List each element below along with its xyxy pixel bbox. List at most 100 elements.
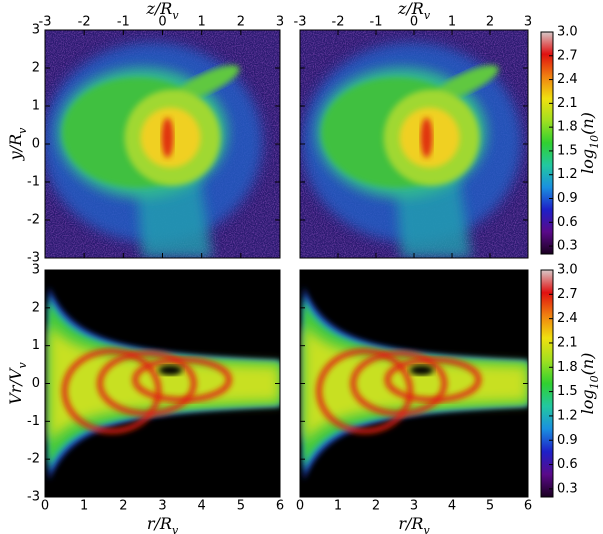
colorbar-tick-label: 1.5	[557, 384, 578, 399]
label-part: (n)	[578, 353, 597, 376]
subscript: 10	[588, 375, 601, 389]
x-tick-label: 0	[296, 499, 304, 514]
colorbar-tick-label: 2.4	[557, 311, 578, 326]
heatmap-image	[300, 30, 528, 258]
x-tick-label: 0	[158, 15, 166, 30]
y-tick-label: 2	[32, 300, 40, 315]
axis-label: y/Rv	[6, 127, 29, 161]
x-tick-label: 6	[276, 499, 284, 514]
x-tick-label: -3	[294, 15, 307, 30]
hot-spot	[420, 117, 433, 158]
x-tick-label: 1	[80, 499, 88, 514]
x-tick-label: 4	[198, 499, 206, 514]
x-tick-label: -2	[78, 15, 91, 30]
label-part: Vr/V	[6, 367, 25, 405]
colorbar-tick-label: 1.2	[557, 167, 578, 182]
label-part: z/R	[397, 0, 424, 18]
label-part: (n)	[578, 112, 597, 135]
axis-label: r/Rv	[398, 514, 430, 534]
y-tick-label: -1	[27, 175, 40, 190]
label-part: r/R	[398, 514, 423, 533]
label-part: log	[578, 149, 597, 174]
colorbar-tick-label: 3.0	[557, 25, 578, 40]
colorbar-tick-label: 1.8	[557, 360, 578, 375]
heatmap-image	[45, 30, 280, 258]
y-tick-label: 2	[32, 61, 40, 76]
axis-label: z/Rv	[397, 0, 431, 22]
subscript: v	[16, 362, 29, 369]
y-tick-label: 1	[32, 338, 40, 353]
colorbar-tick-label: 1.5	[557, 143, 578, 158]
colorbar-tick-label: 0.9	[557, 433, 578, 448]
x-tick-label: 2	[372, 499, 380, 514]
subscript: 10	[588, 135, 601, 149]
y-tick-label: 0	[32, 137, 40, 152]
x-tick-label: 3	[276, 15, 284, 30]
y-tick-label: 3	[32, 263, 40, 278]
y-tick-label: -3	[27, 251, 40, 266]
stream	[350, 351, 447, 416]
jet	[175, 65, 240, 100]
colorbar-tick-label: 2.1	[557, 335, 578, 350]
label-part: z/R	[145, 0, 172, 18]
x-tick-label: 1	[334, 499, 342, 514]
stream	[384, 357, 482, 403]
colorbar-tick-label: 0.6	[557, 457, 578, 472]
axis-label: Vr/Vv	[6, 362, 29, 405]
colorbar-tick-label: 1.8	[557, 120, 578, 135]
colorbar-tick-label: 2.4	[557, 72, 578, 87]
label-part: log	[578, 389, 597, 414]
jet	[434, 65, 499, 100]
axis-label: log10(n)	[578, 353, 601, 415]
x-tick-label: 0	[410, 15, 418, 30]
x-tick-label: 2	[119, 499, 127, 514]
stream	[316, 348, 413, 434]
x-tick-label: -1	[117, 15, 130, 30]
stream	[132, 357, 232, 403]
stream	[62, 348, 162, 434]
colorbar	[540, 269, 554, 498]
hole	[409, 365, 434, 376]
x-tick-label: 2	[237, 15, 245, 30]
x-tick-label: 1	[448, 15, 456, 30]
x-tick-label: 4	[448, 499, 456, 514]
y-tick-label: 3	[32, 23, 40, 38]
x-tick-label: 3	[410, 499, 418, 514]
x-tick-label: -1	[370, 15, 383, 30]
colorbar	[540, 31, 554, 255]
y-tick-label: 1	[32, 99, 40, 114]
colorbar-tick-label: 2.7	[557, 48, 578, 63]
y-tick-label: -3	[27, 490, 40, 505]
label-part: r/R	[147, 514, 172, 533]
axis-label: log10(n)	[578, 112, 601, 174]
x-tick-label: 1	[198, 15, 206, 30]
subscript: v	[423, 524, 430, 534]
x-tick-label: 3	[524, 15, 532, 30]
axis-label: z/Rv	[145, 0, 179, 22]
x-tick-label: 6	[524, 499, 532, 514]
label-part: y/R	[6, 134, 25, 161]
colorbar-tick-label: 3.0	[557, 263, 578, 278]
colorbar-tick-label: 1.2	[557, 408, 578, 423]
y-tick-label: -2	[27, 213, 40, 228]
x-tick-label: 3	[158, 499, 166, 514]
heatmap-image	[45, 270, 280, 497]
subscript: v	[172, 9, 179, 22]
subscript: v	[424, 9, 431, 22]
x-tick-label: 5	[486, 499, 494, 514]
x-tick-label: -3	[39, 15, 52, 30]
x-tick-label: 0	[41, 499, 49, 514]
x-tick-label: 2	[486, 15, 494, 30]
subscript: v	[172, 524, 179, 534]
y-tick-label: -2	[27, 452, 40, 467]
x-tick-label: 5	[237, 499, 245, 514]
colorbar-tick-label: 2.1	[557, 96, 578, 111]
stream	[97, 351, 197, 416]
y-tick-label: 0	[32, 376, 40, 391]
heatmap-image	[300, 270, 528, 497]
colorbar-tick-label: 0.9	[557, 191, 578, 206]
hole	[158, 365, 183, 376]
hot-spot	[161, 117, 174, 158]
colorbar-tick-label: 0.3	[557, 481, 578, 496]
